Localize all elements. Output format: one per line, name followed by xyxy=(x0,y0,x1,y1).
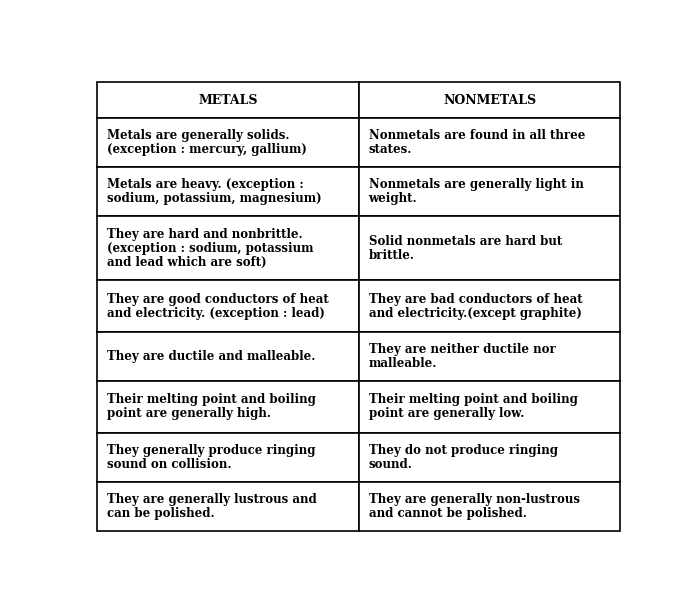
Text: malleable.: malleable. xyxy=(368,357,437,370)
FancyBboxPatch shape xyxy=(97,167,358,216)
Text: They are neither ductile nor: They are neither ductile nor xyxy=(368,343,555,356)
FancyBboxPatch shape xyxy=(97,280,358,332)
Text: They do not produce ringing: They do not produce ringing xyxy=(368,444,557,457)
Text: Their melting point and boiling: Their melting point and boiling xyxy=(107,394,316,406)
FancyBboxPatch shape xyxy=(97,118,358,167)
Text: states.: states. xyxy=(368,143,412,156)
Text: point are generally high.: point are generally high. xyxy=(107,408,271,420)
FancyBboxPatch shape xyxy=(97,381,358,433)
Text: sodium, potassium, magnesium): sodium, potassium, magnesium) xyxy=(107,192,322,205)
Text: Nonmetals are found in all three: Nonmetals are found in all three xyxy=(368,129,585,142)
Text: (exception : mercury, gallium): (exception : mercury, gallium) xyxy=(107,143,307,156)
FancyBboxPatch shape xyxy=(97,332,358,381)
Text: point are generally low.: point are generally low. xyxy=(368,408,524,420)
Text: Nonmetals are generally light in: Nonmetals are generally light in xyxy=(368,178,583,191)
FancyBboxPatch shape xyxy=(358,118,620,167)
Text: and lead which are soft): and lead which are soft) xyxy=(107,256,267,268)
Text: Their melting point and boiling: Their melting point and boiling xyxy=(368,394,578,406)
Text: They are generally non-lustrous: They are generally non-lustrous xyxy=(368,493,580,506)
FancyBboxPatch shape xyxy=(358,167,620,216)
Text: They are ductile and malleable.: They are ductile and malleable. xyxy=(107,350,316,363)
Text: They are hard and nonbrittle.: They are hard and nonbrittle. xyxy=(107,228,302,241)
Text: sound on collision.: sound on collision. xyxy=(107,458,232,471)
Text: and electricity. (exception : lead): and electricity. (exception : lead) xyxy=(107,306,325,320)
FancyBboxPatch shape xyxy=(358,433,620,482)
Text: sound.: sound. xyxy=(368,458,412,471)
Text: Metals are generally solids.: Metals are generally solids. xyxy=(107,129,290,142)
Text: They are generally lustrous and: They are generally lustrous and xyxy=(107,493,317,506)
FancyBboxPatch shape xyxy=(97,216,358,280)
Text: (exception : sodium, potassium: (exception : sodium, potassium xyxy=(107,242,314,255)
FancyBboxPatch shape xyxy=(358,280,620,332)
Text: and electricity.(except graphite): and electricity.(except graphite) xyxy=(368,306,582,320)
FancyBboxPatch shape xyxy=(97,433,358,482)
Text: brittle.: brittle. xyxy=(368,249,414,262)
Text: They generally produce ringing: They generally produce ringing xyxy=(107,444,316,457)
Text: and cannot be polished.: and cannot be polished. xyxy=(368,507,526,520)
Text: can be polished.: can be polished. xyxy=(107,507,215,520)
FancyBboxPatch shape xyxy=(358,381,620,433)
Text: METALS: METALS xyxy=(198,94,258,107)
FancyBboxPatch shape xyxy=(97,82,358,118)
Text: They are good conductors of heat: They are good conductors of heat xyxy=(107,293,329,306)
Text: Solid nonmetals are hard but: Solid nonmetals are hard but xyxy=(368,235,562,248)
FancyBboxPatch shape xyxy=(358,332,620,381)
FancyBboxPatch shape xyxy=(97,482,358,531)
FancyBboxPatch shape xyxy=(358,82,620,118)
Text: Metals are heavy. (exception :: Metals are heavy. (exception : xyxy=(107,178,304,191)
FancyBboxPatch shape xyxy=(358,216,620,280)
Text: NONMETALS: NONMETALS xyxy=(443,94,536,107)
Text: They are bad conductors of heat: They are bad conductors of heat xyxy=(368,293,582,306)
FancyBboxPatch shape xyxy=(358,482,620,531)
Text: weight.: weight. xyxy=(368,192,417,205)
